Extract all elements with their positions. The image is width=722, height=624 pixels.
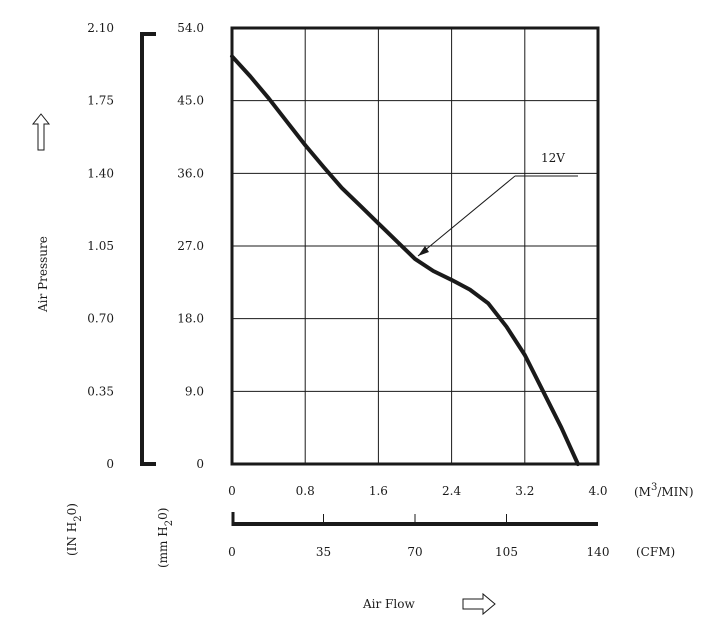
y-tick-label: 45.0 [177, 94, 204, 108]
y-secondary-tick-label: 1.05 [87, 239, 114, 253]
right-arrow-icon [462, 592, 496, 616]
y-secondary-tick-label: 2.10 [87, 21, 114, 35]
x-axis-title: Air Flow [362, 597, 415, 611]
annotation-leader [417, 175, 516, 257]
x-secondary-tick-labels: 0 35 70 105 140 [228, 545, 609, 559]
x-tick-label: 4.0 [588, 484, 607, 498]
x-tick-label: 3.2 [515, 484, 534, 498]
y-secondary-tick-label: 0.70 [87, 312, 114, 326]
x-secondary-tick-label: 105 [495, 545, 518, 559]
annotation-label: 12V [541, 151, 565, 165]
x-tick-label: 0.8 [296, 484, 315, 498]
y-tick-label: 54.0 [177, 21, 204, 35]
y-secondary-tick-labels: 0 0.35 0.70 1.05 1.40 1.75 2.10 [87, 21, 114, 471]
y-tick-label: 9.0 [185, 384, 204, 398]
x-secondary-unit-label: (CFM) [636, 545, 675, 559]
x-tick-label: 0 [228, 484, 236, 498]
y-unit-label: (mm H20) [156, 508, 175, 568]
grid-lines [231, 27, 599, 465]
y-secondary-tick-label: 0.35 [87, 384, 114, 398]
y-secondary-tick-label: 1.40 [87, 166, 114, 180]
x-secondary-axis [231, 512, 598, 526]
y-secondary-axis [140, 32, 156, 466]
y-tick-labels: 0 9.0 18.0 27.0 36.0 45.0 54.0 [177, 21, 204, 471]
x-secondary-tick-label: 70 [407, 545, 422, 559]
y-axis-title: Air Pressure [36, 236, 50, 313]
y-secondary-unit-label: (IN H20) [65, 503, 84, 556]
y-secondary-tick-label: 1.75 [87, 94, 114, 108]
x-tick-label: 1.6 [369, 484, 388, 498]
x-secondary-tick-marks [323, 514, 507, 524]
y-tick-label: 18.0 [177, 312, 204, 326]
plot-frame [230, 26, 600, 466]
series-line-12v [230, 54, 580, 466]
x-unit-label: (M3/MIN) [634, 482, 694, 499]
y-tick-label: 0 [196, 457, 204, 471]
y-tick-label: 27.0 [177, 239, 204, 253]
y-secondary-tick-label: 0 [106, 457, 114, 471]
up-arrow-icon [31, 113, 51, 151]
y-tick-label: 36.0 [177, 166, 204, 180]
x-secondary-tick-label: 140 [587, 545, 610, 559]
x-secondary-tick-label: 0 [228, 545, 236, 559]
x-secondary-tick-label: 35 [316, 545, 331, 559]
annotation-12v: 12V [417, 151, 578, 257]
x-tick-label: 2.4 [442, 484, 461, 498]
x-tick-labels: 0 0.8 1.6 2.4 3.2 4.0 [228, 484, 607, 498]
annotation-arrowhead [418, 246, 429, 256]
